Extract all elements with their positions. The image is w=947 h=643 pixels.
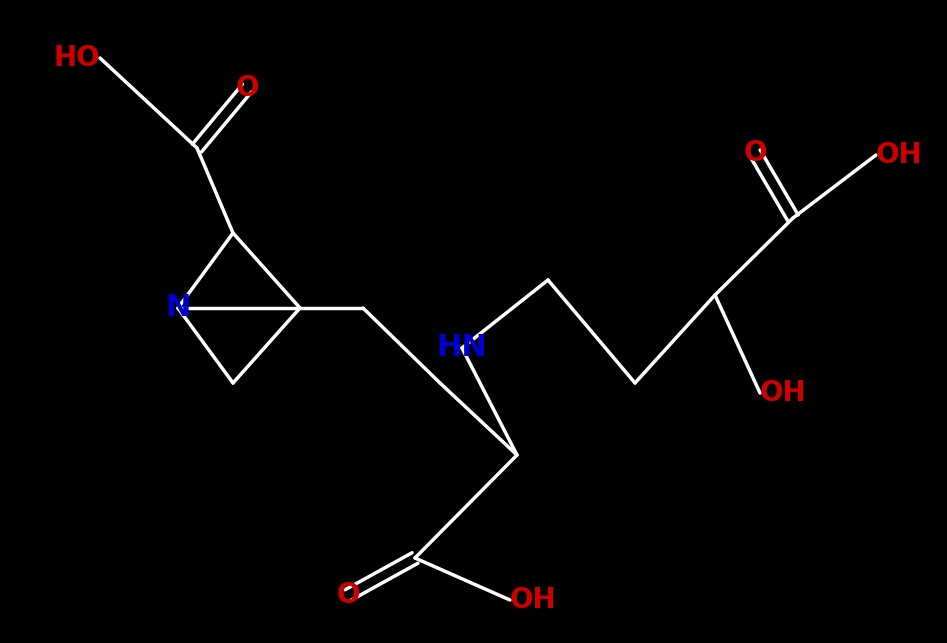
Text: OH: OH [760,379,807,407]
Text: O: O [336,581,360,609]
Text: HO: HO [53,44,100,72]
Text: O: O [743,139,767,167]
Text: OH: OH [876,141,922,169]
Text: O: O [235,74,259,102]
Text: N: N [166,293,190,323]
Text: OH: OH [510,586,557,614]
Text: HN: HN [437,334,488,363]
